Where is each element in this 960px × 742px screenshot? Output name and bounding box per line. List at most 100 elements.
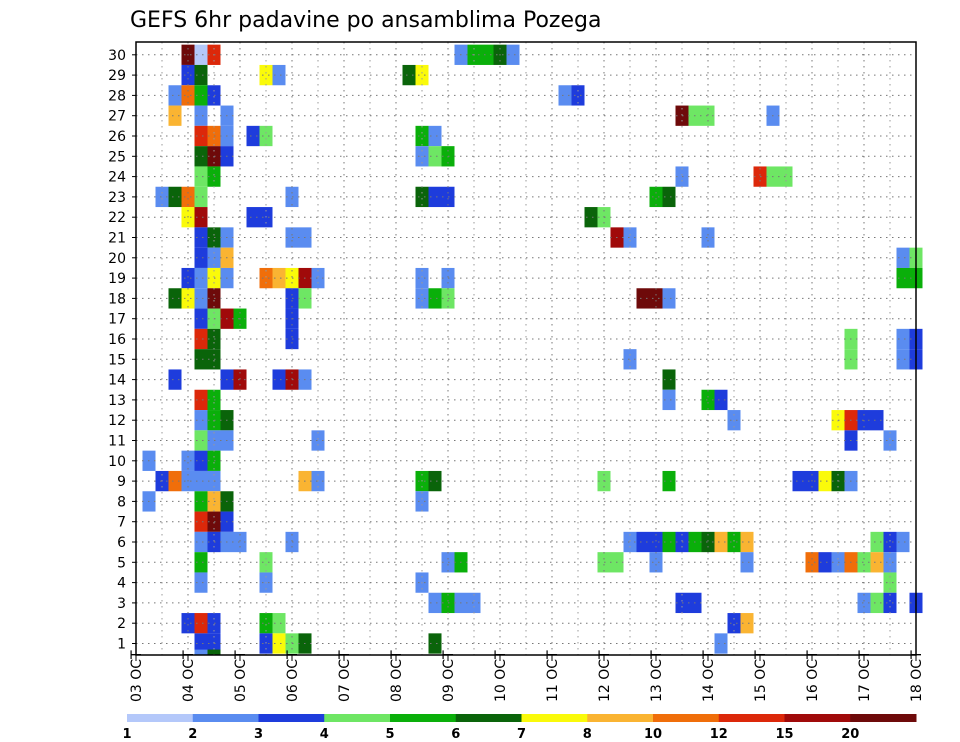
heat-cell xyxy=(701,531,715,553)
x-tick-label: 05 OCT xyxy=(233,650,249,702)
x-tick-label: 15 OCT xyxy=(753,650,769,702)
y-tick-label: 10 xyxy=(108,454,126,470)
heat-cell xyxy=(155,186,169,208)
heat-cell xyxy=(428,146,442,167)
y-tick-label: 6 xyxy=(117,535,126,551)
heat-cell xyxy=(740,552,754,573)
heat-cell xyxy=(194,64,208,86)
heat-cell xyxy=(194,247,208,268)
heat-cell xyxy=(870,552,884,573)
heat-cell xyxy=(428,125,442,147)
heat-cell xyxy=(558,85,572,106)
heat-cell xyxy=(623,227,637,248)
heat-cell xyxy=(415,288,429,309)
heat-cell xyxy=(194,552,208,573)
legend-swatch xyxy=(653,714,720,722)
legend-label: 15 xyxy=(775,727,793,742)
y-tick-label: 17 xyxy=(108,312,126,328)
heat-cell xyxy=(649,288,663,309)
heat-cell xyxy=(259,552,273,573)
heat-cell xyxy=(181,288,195,309)
heat-cell xyxy=(259,613,273,634)
heat-cell xyxy=(181,186,195,208)
heat-cell xyxy=(194,227,208,248)
heat-cell xyxy=(311,267,325,289)
y-tick-label: 15 xyxy=(108,352,126,368)
heat-cell xyxy=(168,470,182,492)
x-tick-label: 18 OCT xyxy=(909,650,925,702)
legend-label: 1 xyxy=(122,727,131,742)
heat-cell xyxy=(194,649,208,655)
heat-cell xyxy=(896,247,910,268)
heat-cell xyxy=(181,450,195,471)
heat-cell xyxy=(194,349,208,370)
heat-cell xyxy=(194,613,208,634)
legend-label: 10 xyxy=(644,727,662,742)
heat-cell xyxy=(649,186,663,208)
legend-swatch xyxy=(324,714,391,722)
y-tick-label: 28 xyxy=(108,88,126,104)
heat-cell xyxy=(415,64,429,86)
heat-cell xyxy=(272,369,286,390)
heat-cell xyxy=(402,64,416,86)
heat-cell xyxy=(649,552,663,573)
y-tick-label: 27 xyxy=(108,109,126,125)
heat-cell xyxy=(194,308,208,329)
legend-swatch xyxy=(127,714,194,722)
heat-cell xyxy=(805,552,819,573)
heat-cell xyxy=(896,267,910,289)
x-tick-label: 17 OCT xyxy=(857,650,873,702)
legend-swatch xyxy=(521,714,588,722)
legend-swatch xyxy=(390,714,457,722)
heat-cell xyxy=(246,207,260,228)
x-tick-label: 06 OCT xyxy=(285,650,301,702)
y-tick-label: 16 xyxy=(108,332,126,348)
heat-cell xyxy=(480,44,494,65)
heat-cell xyxy=(714,531,728,553)
heat-cell xyxy=(194,288,208,309)
x-tick-label: 12 OCT xyxy=(597,650,613,702)
heat-cell xyxy=(194,207,208,228)
legend-label: 5 xyxy=(385,727,394,742)
x-tick-label: 13 OCT xyxy=(649,650,665,702)
heat-cell xyxy=(168,186,182,208)
color-legend: 1 2 3 4 5 6 7 8 10 12 15 20 xyxy=(122,714,917,742)
heat-cell xyxy=(870,531,884,553)
heat-cell xyxy=(714,633,728,654)
y-tick-label: 14 xyxy=(108,373,126,389)
heat-cell xyxy=(194,430,208,451)
x-axis: 03 OCT 04 OCT 05 OCT 06 OCT 07 OCT 08 OCT 09 O… xyxy=(129,650,925,702)
legend-swatch xyxy=(192,714,259,722)
legend-label: 3 xyxy=(254,727,263,742)
heat-cell xyxy=(428,470,442,492)
heat-cell xyxy=(428,633,442,654)
heat-cell xyxy=(194,450,208,471)
y-tick-label: 7 xyxy=(117,515,126,531)
y-tick-label: 8 xyxy=(117,494,126,510)
heat-cell xyxy=(870,410,884,431)
heat-cell xyxy=(857,552,871,573)
heat-cell xyxy=(194,267,208,289)
heat-cell xyxy=(207,649,221,655)
heat-cell xyxy=(896,531,910,553)
legend-label: 6 xyxy=(451,727,460,742)
heat-cell xyxy=(194,531,208,553)
heat-cell xyxy=(662,369,676,390)
heat-cell xyxy=(415,267,429,289)
heat-cell xyxy=(571,85,585,106)
heat-cell xyxy=(194,511,208,532)
heat-cell xyxy=(272,267,286,289)
legend-swatch xyxy=(455,714,522,722)
x-tick-label: 04 OCT xyxy=(181,650,197,702)
legend-swatch xyxy=(587,714,654,722)
legend-label: 12 xyxy=(710,727,728,742)
plot-frame xyxy=(135,41,917,656)
x-tick-label: 10 OCT xyxy=(493,650,509,702)
heat-cell xyxy=(194,125,208,147)
heat-cell xyxy=(662,531,676,553)
heat-cell xyxy=(168,369,182,390)
heat-cell xyxy=(194,633,208,654)
heat-cell xyxy=(415,186,429,208)
heat-cell xyxy=(168,105,182,126)
